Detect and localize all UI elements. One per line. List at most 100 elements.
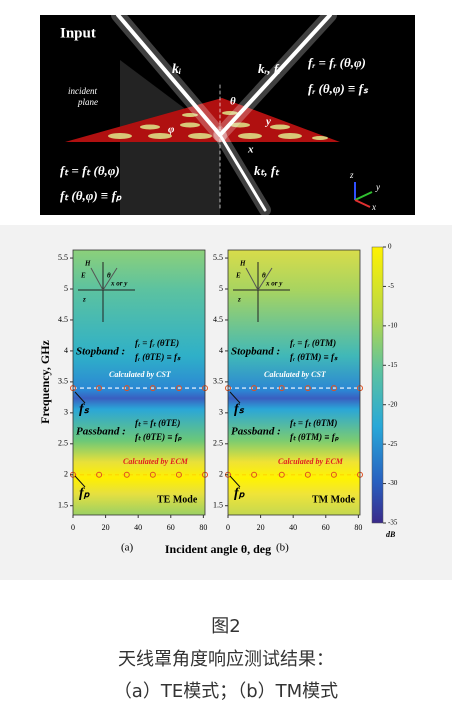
mode-label: TE Mode xyxy=(157,494,198,505)
stopband-formula: fᵣ (θTE) ≡ fₛ xyxy=(135,352,181,362)
colorbar-tick-label: -25 xyxy=(388,440,398,448)
x-tick-label: 80 xyxy=(199,523,207,532)
colorbar-tick-label: -5 xyxy=(388,282,394,290)
diagram-label: y xyxy=(375,182,380,192)
x-tick-label: 20 xyxy=(102,523,110,532)
diagram-label: fₜ = fₜ (θ,φ) xyxy=(60,163,120,178)
colorbar-tick-label: -20 xyxy=(388,400,398,408)
heatmap xyxy=(228,250,360,515)
fs-label: fₛ xyxy=(79,402,90,417)
colorbar-tick-label: 0 xyxy=(388,243,392,251)
diagram-label: kₜ, fₜ xyxy=(254,163,280,178)
diagram-title: Input xyxy=(60,25,96,41)
inset-wave xyxy=(102,267,118,291)
x-axis-label: Incident angle θ, deg xyxy=(165,542,271,556)
data-point xyxy=(175,471,182,478)
inset-wave xyxy=(90,267,104,291)
y-tick-label: 5 xyxy=(219,284,223,293)
y-tick-label: 2 xyxy=(64,470,68,479)
inset-label: E xyxy=(80,272,86,280)
panel-label: (a) xyxy=(121,542,134,554)
fp-label: fₚ xyxy=(79,486,91,501)
heatmap xyxy=(73,250,205,515)
y-tick-label: 5.5 xyxy=(213,253,223,262)
cst-label: Calculated by CST xyxy=(109,370,172,379)
x-tick-label: 80 xyxy=(354,523,362,532)
data-point xyxy=(330,471,337,478)
colorbar xyxy=(371,246,384,524)
data-point xyxy=(149,471,156,478)
stopband-formula: fᵣ (θTM) ≡ fₛ xyxy=(290,352,338,362)
inset-label: H xyxy=(84,260,91,268)
arrow xyxy=(229,475,241,488)
x-tick-label: 40 xyxy=(289,523,297,532)
beams xyxy=(111,8,337,216)
passband-label: Passband : xyxy=(76,426,126,438)
caption-line: （a）TE模式；（b）TM模式 xyxy=(114,681,338,702)
y-tick-label: 5.5 xyxy=(58,253,68,262)
data-point xyxy=(251,385,258,392)
data-point xyxy=(330,385,337,392)
y-tick-label: 3.5 xyxy=(58,377,68,386)
diagram-label: kᵣ, fᵣ xyxy=(258,61,281,76)
caption-line: 天线罩角度响应测试结果： xyxy=(118,649,334,670)
diagram-label: x xyxy=(371,202,376,212)
stopband-formula: fᵣ = fᵣ (θTM) xyxy=(290,338,336,348)
y-tick-label: 3.5 xyxy=(213,377,223,386)
diagram-label: θ xyxy=(230,96,236,108)
x-tick-label: 40 xyxy=(134,523,142,532)
inset-label: z xyxy=(82,296,86,304)
y-tick-label: 4.5 xyxy=(58,315,68,324)
x-tick-label: 20 xyxy=(257,523,265,532)
fp-label: fₚ xyxy=(234,486,246,501)
data-point xyxy=(123,471,130,478)
x-tick-label: 60 xyxy=(167,523,175,532)
y-tick-label: 1.5 xyxy=(213,501,223,510)
caption-figure: 图2 xyxy=(211,616,240,637)
data-point xyxy=(304,471,311,478)
passband-formula: fₜ = fₜ (θTM) xyxy=(290,418,337,428)
arrow xyxy=(229,391,241,404)
x-tick-label: 60 xyxy=(322,523,330,532)
inset-label: θ xyxy=(262,272,266,280)
y-tick-label: 2 xyxy=(219,470,223,479)
ecm-label: Calculated by ECM xyxy=(123,457,189,466)
y-tick-label: 1.5 xyxy=(58,501,68,510)
y-tick-label: 4 xyxy=(219,346,223,355)
x-tick-label: 0 xyxy=(71,523,75,532)
stopband-label: Stopband : xyxy=(231,346,280,358)
inset-label: H xyxy=(239,260,246,268)
colorbar-tick-label: -10 xyxy=(388,321,398,329)
axes-triad xyxy=(354,182,373,208)
arrow xyxy=(74,391,86,404)
colorbar-unit: dB xyxy=(386,530,396,539)
data-point xyxy=(149,385,156,392)
mode-label: TM Mode xyxy=(312,494,356,505)
inset-label: x or y xyxy=(110,280,128,288)
stopband-formula: fᵣ = fᵣ (θTE) xyxy=(135,338,179,348)
data-point xyxy=(96,471,103,478)
data-point xyxy=(175,385,182,392)
inset-label: θ xyxy=(107,272,111,280)
colorbar-tick-label: -35 xyxy=(388,519,398,527)
passband-formula: fₜ (θTE) ≡ fₚ xyxy=(135,432,182,442)
stopband-label: Stopband : xyxy=(76,346,125,358)
x-tick-label: 0 xyxy=(226,523,230,532)
data-point xyxy=(251,471,258,478)
diagram-label: y xyxy=(264,116,271,128)
diagram-label: incident xyxy=(68,86,97,96)
passband-formula: fₜ (θTM) ≡ fₚ xyxy=(290,432,339,442)
surface xyxy=(65,98,340,142)
passband-label: Passband : xyxy=(231,426,281,438)
ecm-label: Calculated by ECM xyxy=(278,457,344,466)
panel-label: (b) xyxy=(276,542,289,554)
y-tick-label: 4 xyxy=(64,346,68,355)
diagram-label: plane xyxy=(77,97,98,107)
diagram-label: φ xyxy=(168,124,175,136)
y-tick-label: 3 xyxy=(64,408,68,417)
inset-label: E xyxy=(235,272,241,280)
diagram-label: z xyxy=(349,170,354,180)
inset-wave xyxy=(245,267,259,291)
data-point xyxy=(278,471,285,478)
